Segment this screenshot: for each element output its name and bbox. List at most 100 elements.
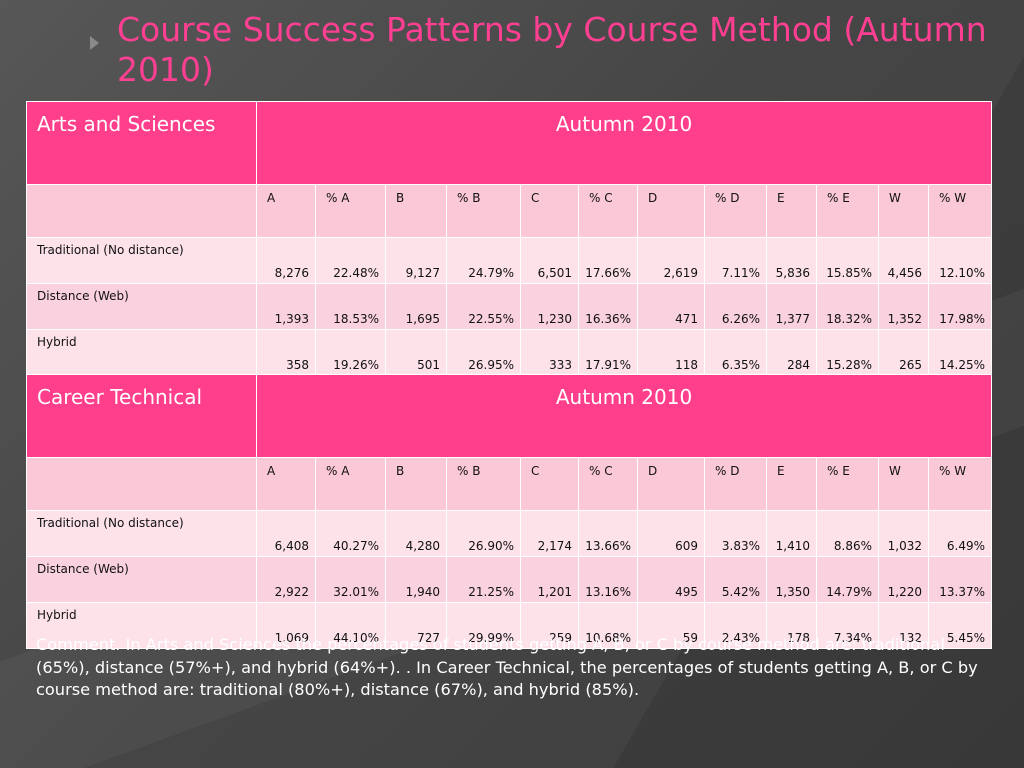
data-cell: 22.48%	[315, 237, 386, 284]
blank-header-cell	[26, 457, 257, 511]
data-cell: 6.49%	[927, 510, 993, 557]
data-cell: 40.27%	[315, 510, 386, 557]
column-header: % A	[315, 184, 386, 238]
data-cell: 8,276	[256, 237, 316, 284]
row-label: Hybrid	[26, 602, 257, 649]
data-cell: 1,350	[766, 556, 817, 603]
column-header: D	[637, 457, 705, 511]
data-cell: 284	[766, 329, 817, 376]
column-header: E	[766, 184, 817, 238]
term-header: Autumn 2010	[255, 101, 993, 185]
data-cell: 1,069	[256, 602, 316, 649]
data-cell: 18.32%	[816, 283, 879, 330]
column-header: C	[520, 457, 579, 511]
data-cell: 259	[520, 602, 579, 649]
data-cell: 1,230	[520, 283, 579, 330]
data-cell: 4,456	[878, 237, 929, 284]
row-label: Distance (Web)	[26, 283, 257, 330]
data-cell: 5.45%	[927, 602, 993, 649]
column-header: A	[256, 457, 316, 511]
data-cell: 21.25%	[446, 556, 521, 603]
data-cell: 29.99%	[446, 602, 521, 649]
row-label: Hybrid	[26, 329, 257, 376]
data-cell: 3.83%	[704, 510, 767, 557]
column-header: % C	[578, 457, 638, 511]
data-cell: 8.86%	[816, 510, 879, 557]
column-header: A	[256, 184, 316, 238]
data-cell: 358	[256, 329, 316, 376]
data-cell: 15.85%	[816, 237, 879, 284]
data-cell: 333	[520, 329, 579, 376]
data-cell: 10.68%	[578, 602, 638, 649]
data-cell: 1,410	[766, 510, 817, 557]
data-cell: 1,220	[878, 556, 929, 603]
division-label: Arts and Sciences	[26, 101, 257, 185]
column-header: % B	[446, 184, 521, 238]
data-cell: 13.66%	[578, 510, 638, 557]
data-cell: 26.90%	[446, 510, 521, 557]
data-cell: 17.98%	[927, 283, 993, 330]
data-cell: 15.28%	[816, 329, 879, 376]
data-cell: 22.55%	[446, 283, 521, 330]
row-label: Distance (Web)	[26, 556, 257, 603]
blank-header-cell	[26, 184, 257, 238]
table-row: Distance (Web) 2,922 32.01% 1,940 21.25%…	[26, 556, 993, 603]
data-cell: 501	[385, 329, 447, 376]
row-label: Traditional (No distance)	[26, 510, 257, 557]
data-cell: 7.11%	[704, 237, 767, 284]
data-cell: 17.91%	[578, 329, 638, 376]
data-cell: 6,501	[520, 237, 579, 284]
data-cell: 4,280	[385, 510, 447, 557]
data-cell: 13.37%	[927, 556, 993, 603]
data-cell: 471	[637, 283, 705, 330]
data-cell: 6.35%	[704, 329, 767, 376]
data-cell: 18.53%	[315, 283, 386, 330]
data-cell: 6.26%	[704, 283, 767, 330]
data-cell: 6,408	[256, 510, 316, 557]
data-cell: 118	[637, 329, 705, 376]
data-cell: 14.25%	[927, 329, 993, 376]
column-header: % D	[704, 457, 767, 511]
column-header: % A	[315, 457, 386, 511]
data-cell: 495	[637, 556, 705, 603]
term-header: Autumn 2010	[255, 374, 993, 458]
column-header: % C	[578, 184, 638, 238]
data-cell: 2,174	[520, 510, 579, 557]
title-arrow-icon	[90, 36, 99, 50]
data-cell: 2.43%	[704, 602, 767, 649]
slide-title: Course Success Patterns by Course Method…	[117, 10, 987, 89]
comment-text: Comment. In Arts and Sciences the percen…	[36, 635, 978, 699]
table-row: Traditional (No distance) 8,276 22.48% 9…	[26, 237, 993, 284]
division-label: Career Technical	[26, 374, 257, 458]
column-header: D	[637, 184, 705, 238]
data-cell: 727	[385, 602, 447, 649]
data-cell: 1,352	[878, 283, 929, 330]
data-cell: 1,377	[766, 283, 817, 330]
data-cell: 9,127	[385, 237, 447, 284]
column-header: W	[878, 184, 929, 238]
table-row: Distance (Web) 1,393 18.53% 1,695 22.55%…	[26, 283, 993, 330]
data-cell: 14.79%	[816, 556, 879, 603]
data-cell: 26.95%	[446, 329, 521, 376]
data-cell: 132	[878, 602, 929, 649]
data-cell: 1,695	[385, 283, 447, 330]
data-cell: 5,836	[766, 237, 817, 284]
data-cell: 19.26%	[315, 329, 386, 376]
column-header: % B	[446, 457, 521, 511]
data-cell: 1,393	[256, 283, 316, 330]
column-header: % E	[816, 457, 879, 511]
column-header: % W	[927, 457, 993, 511]
table-row: Hybrid 1,069 44.10% 727 29.99% 259 10.68…	[26, 602, 993, 649]
data-cell: 12.10%	[927, 237, 993, 284]
data-cell: 59	[637, 602, 705, 649]
row-label: Traditional (No distance)	[26, 237, 257, 284]
data-cell: 1,201	[520, 556, 579, 603]
data-cell: 2,922	[256, 556, 316, 603]
data-cell: 24.79%	[446, 237, 521, 284]
career-technical-table: Career Technical Autumn 2010 A % A B % B…	[26, 374, 993, 649]
data-cell: 17.66%	[578, 237, 638, 284]
column-header: B	[385, 184, 447, 238]
column-header: % E	[816, 184, 879, 238]
data-cell: 1,940	[385, 556, 447, 603]
data-cell: 2,619	[637, 237, 705, 284]
